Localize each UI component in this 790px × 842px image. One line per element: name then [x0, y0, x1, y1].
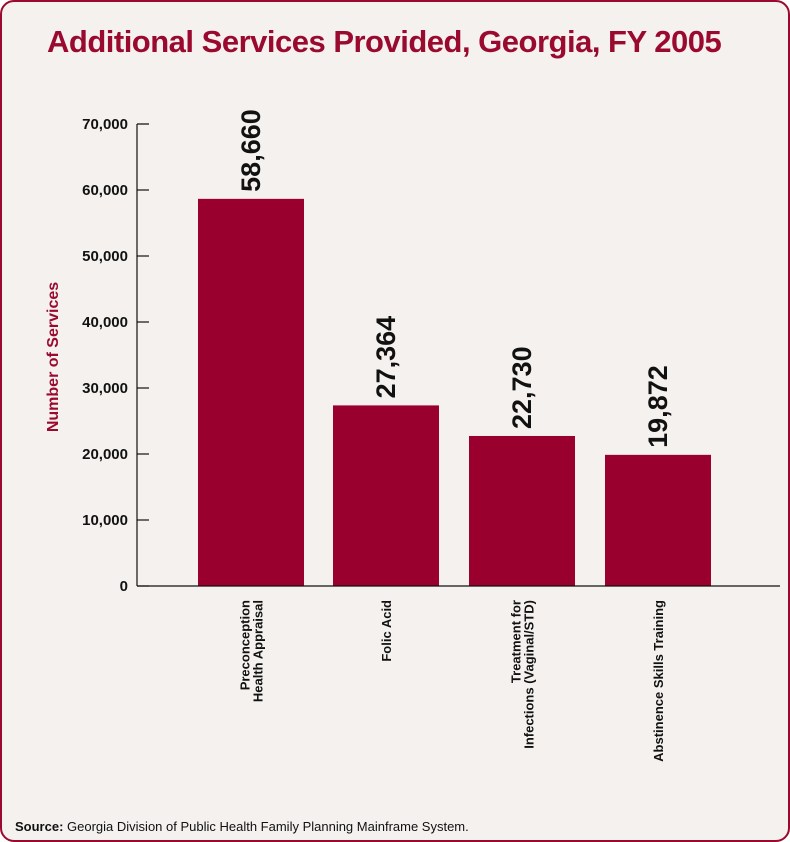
y-tick-label: 60,000 [82, 182, 128, 199]
bar [198, 198, 304, 586]
y-tick-label: 20,000 [82, 446, 128, 463]
category-label: Folic Acid [379, 600, 394, 662]
y-tick-label: 0 [120, 578, 128, 595]
category-label: Preconception [238, 600, 253, 690]
source-label: Source: [15, 819, 64, 834]
category-label: Treatment for [509, 600, 524, 683]
y-axis: 0 10,000 20,000 30,000 40,000 50,000 60,000 70,… [82, 116, 149, 595]
y-tick-label: 30,000 [82, 380, 128, 397]
y-tick-label: 50,000 [82, 248, 128, 265]
bar-value-label: 58,660 [236, 109, 266, 192]
y-tick-label: 10,000 [82, 512, 128, 529]
bar-value-label: 22,730 [507, 346, 537, 429]
source-text: Georgia Division of Public Health Family… [67, 819, 469, 834]
bar [605, 454, 711, 586]
bar [333, 405, 439, 586]
bar [469, 435, 575, 586]
bar-value-label: 27,364 [371, 316, 401, 399]
bar-value-label: 19,872 [643, 365, 673, 448]
y-axis-label: Number of Services [45, 282, 62, 432]
bars: 58,660 27,364 22,730 19,872 [198, 109, 711, 586]
source-note: Source: Georgia Division of Public Healt… [15, 819, 469, 834]
category-label: Health Appraisal [251, 600, 266, 702]
chart-title: Additional Services Provided, Georgia, F… [47, 24, 722, 59]
y-tick-label: 40,000 [82, 314, 128, 331]
category-label: Infections (Vaginal/STD) [522, 600, 537, 749]
y-tick-label: 70,000 [82, 116, 128, 133]
category-label: Abstinence Skills Training [651, 600, 666, 762]
